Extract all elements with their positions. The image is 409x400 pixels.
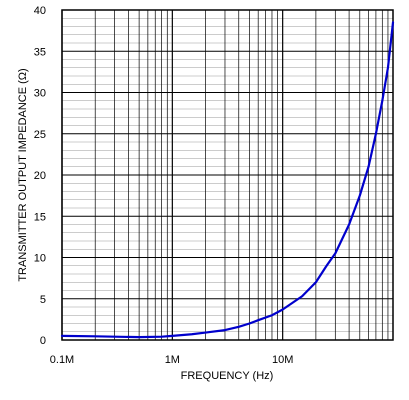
impedance-curve xyxy=(60,21,395,339)
plot-frame xyxy=(61,9,394,341)
y-tick-label: 20 xyxy=(34,170,46,182)
grid xyxy=(61,9,393,341)
y-axis-title: TRANSMITTER OUTPUT IMPEDANCE (Ω) xyxy=(17,68,29,281)
y-tick-label: 5 xyxy=(40,294,46,306)
y-tick-label: 10 xyxy=(34,253,46,265)
x-tick-label: 1M xyxy=(165,354,180,366)
x-axis: 0.1M 1M 10M xyxy=(50,354,294,366)
y-tick-label: 30 xyxy=(34,88,46,100)
x-tick-label: 10M xyxy=(272,354,293,366)
y-tick-label: 35 xyxy=(34,46,46,58)
y-axis: 0 5 10 15 20 25 30 35 40 xyxy=(34,5,46,347)
y-tick-label: 15 xyxy=(34,211,46,223)
x-axis-title: FREQUENCY (Hz) xyxy=(181,370,274,382)
y-tick-label: 40 xyxy=(34,5,46,17)
y-tick-label: 25 xyxy=(34,129,46,141)
series-layer xyxy=(60,21,395,339)
y-tick-label: 0 xyxy=(40,335,46,347)
x-tick-label: 0.1M xyxy=(50,354,74,366)
